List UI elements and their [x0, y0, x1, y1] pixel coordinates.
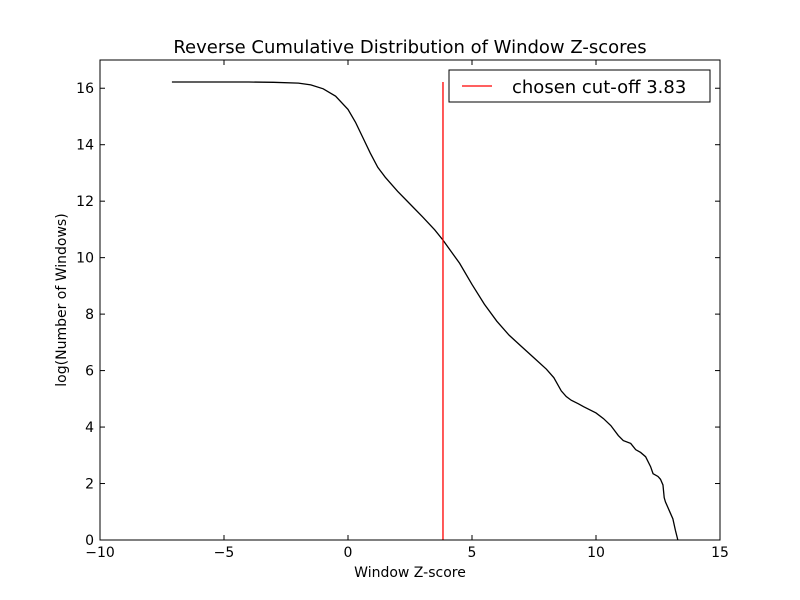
- legend-label: chosen cut-off 3.83: [512, 77, 686, 98]
- y-tick-label: 0: [85, 533, 94, 549]
- x-tick-label: 10: [587, 545, 605, 561]
- x-tick-label: −5: [214, 545, 235, 561]
- y-tick-label: 16: [76, 81, 94, 97]
- legend: chosen cut-off 3.83: [448, 69, 711, 103]
- y-tick-label: 12: [76, 194, 94, 210]
- x-tick-label: 5: [468, 545, 477, 561]
- ticks-layer: −10 −5 0 5 10 15 0 2 4 6 8 10 12 14 16: [76, 60, 729, 561]
- y-tick-label: 8: [85, 307, 94, 323]
- plot-background: [100, 60, 720, 540]
- x-tick-label: 0: [344, 545, 353, 561]
- x-tick-label: 15: [711, 545, 729, 561]
- x-axis-label: Window Z-score: [354, 565, 466, 581]
- y-tick-label: 4: [85, 420, 94, 436]
- chart-title: Reverse Cumulative Distribution of Windo…: [173, 37, 646, 58]
- x-tick-label: −10: [85, 545, 115, 561]
- y-tick-label: 10: [76, 251, 94, 267]
- series-line-0: [171, 81, 679, 541]
- y-axis-label: log(Number of Windows): [54, 213, 70, 386]
- curve-layer: [171, 81, 679, 541]
- y-tick-label: 2: [85, 477, 94, 493]
- plot-area: −10 −5 0 5 10 15 0 2 4 6 8 10 12 14 16: [76, 59, 729, 561]
- legend-box: [448, 69, 711, 103]
- y-tick-label: 14: [76, 138, 94, 154]
- y-tick-label: 6: [85, 364, 94, 380]
- plot-frame: [99, 59, 721, 541]
